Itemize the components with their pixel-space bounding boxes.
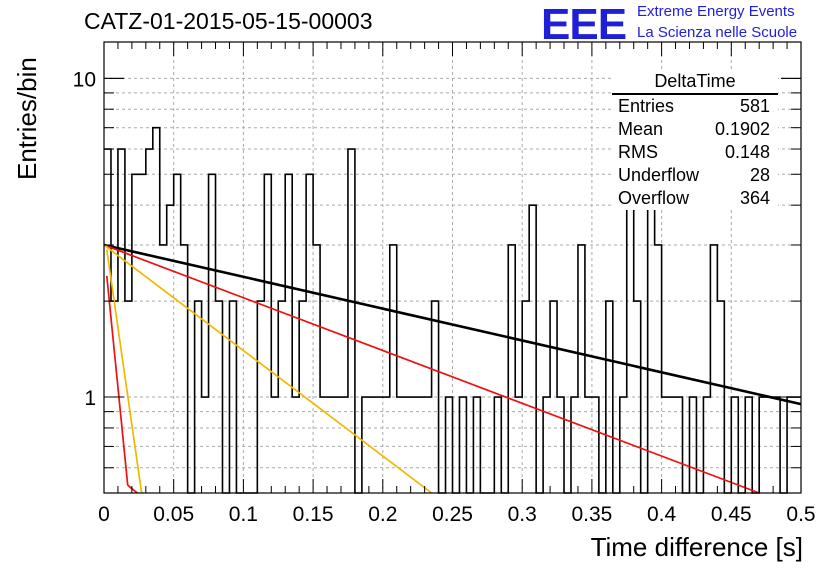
x-axis-label: Time difference [s]: [590, 532, 803, 562]
stat-value: 364: [739, 188, 770, 208]
logo-subtitle-2: La Scienza nelle Scuole: [637, 24, 798, 41]
chart-title: CATZ-01-2015-05-15-00003: [84, 8, 373, 34]
x-tick-label: 0.45: [711, 503, 752, 526]
stat-label: Mean: [618, 119, 664, 139]
stat-label: RMS: [618, 142, 658, 162]
y-tick-label: 10: [73, 68, 96, 91]
stats-title: DeltaTime: [612, 70, 778, 95]
stat-row-entries: Entries 581: [612, 95, 778, 118]
x-tick-label: 0.5: [786, 503, 815, 526]
logo-subtitle-1: Extreme Energy Events: [637, 3, 795, 20]
fit-line: [103, 244, 433, 494]
stat-row-overflow: Overflow 364: [612, 187, 778, 210]
stat-label: Entries: [618, 96, 675, 116]
stat-label: Underflow: [618, 165, 700, 185]
fit-line: [105, 275, 138, 494]
x-tick-label: 0.2: [368, 503, 397, 526]
stat-row-underflow: Underflow 28: [612, 164, 778, 187]
x-tick-label: 0.15: [293, 503, 334, 526]
x-tick-label: 0.25: [432, 503, 473, 526]
x-tick-label: 0: [98, 503, 110, 526]
x-tick-label: 0.35: [571, 503, 612, 526]
stat-value: 581: [739, 96, 770, 116]
stat-value: 0.148: [724, 142, 770, 162]
x-tick-label: 0.05: [153, 503, 194, 526]
y-tick-label: 1: [84, 387, 96, 410]
stats-box: DeltaTime Entries 581 Mean 0.1902 RMS 0.…: [612, 70, 778, 210]
stat-label: Overflow: [618, 188, 690, 208]
stat-value: 0.1902: [714, 119, 770, 139]
x-tick-label: 0.3: [508, 503, 537, 526]
fit-line: [103, 244, 760, 494]
fit-line: [103, 243, 802, 406]
eee-logo: EEE: [541, 0, 627, 49]
fit-line: [105, 249, 143, 494]
stat-row-rms: RMS 0.148: [612, 141, 778, 164]
stat-value: 28: [749, 165, 770, 185]
y-axis-label: Entries/bin: [12, 57, 42, 180]
stat-row-mean: Mean 0.1902: [612, 118, 778, 141]
x-tick-label: 0.1: [229, 503, 258, 526]
x-tick-label: 0.4: [647, 503, 677, 526]
